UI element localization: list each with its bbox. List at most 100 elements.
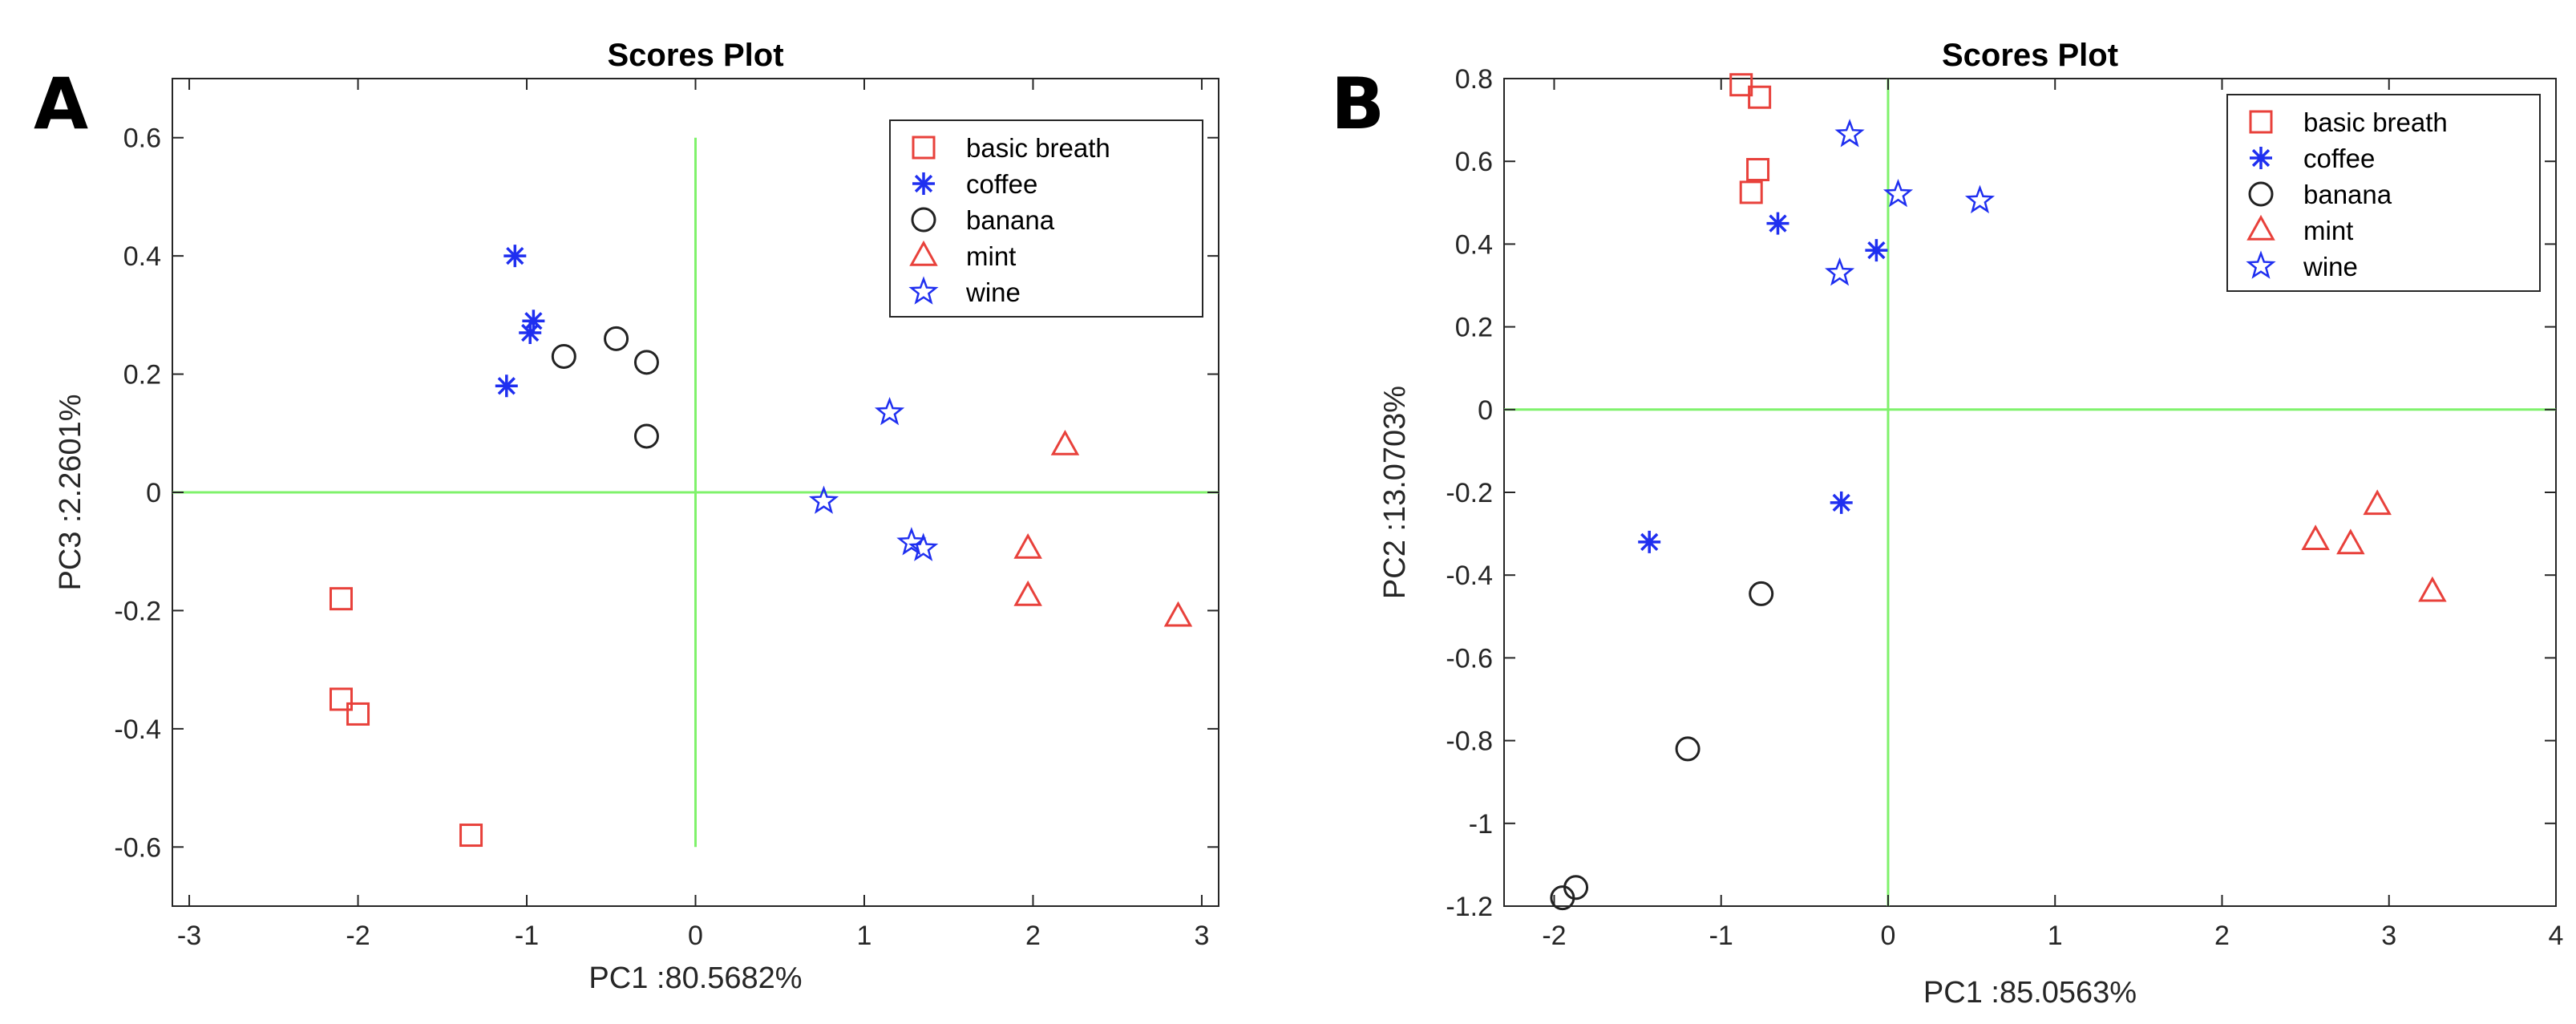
y-tick-label: 0 [1478, 395, 1493, 426]
x-tick-label: -1 [515, 921, 539, 951]
series-coffee [495, 245, 545, 398]
data-point [1865, 239, 1888, 262]
data-point [329, 687, 353, 711]
y-tick-label: 0.6 [123, 123, 161, 154]
data-point [1882, 178, 1914, 208]
legend-label: coffee [2303, 144, 2375, 173]
chart-title: Scores Plot [1942, 38, 2118, 73]
series-basic-breath [329, 587, 483, 848]
series-banana [551, 326, 659, 449]
legend-marker [2250, 147, 2272, 169]
data-point [1013, 532, 1042, 559]
y-tick-label: -0.6 [114, 832, 161, 863]
y-axis-label: PC3 :2.2601% [54, 394, 87, 590]
data-point [519, 322, 542, 344]
series-mint [2301, 489, 2447, 602]
x-axis-label: PC1 :80.5682% [588, 961, 802, 995]
data-point [1739, 180, 1763, 204]
y-tick-label: -1.2 [1446, 892, 1493, 922]
data-point [1729, 73, 1753, 97]
data-point [1013, 580, 1042, 606]
y-axis-label: PC2 :13.0703% [1378, 386, 1412, 599]
legend-label: mint [2303, 216, 2353, 245]
scores-plot-panel-b: B Scores Plot -2 -1 0 1 2 3 4 -1.2 -1 -0.8 -0.6 -0.4 -… [1331, 38, 2563, 1010]
data-point [2301, 524, 2330, 551]
data-point [1834, 119, 1865, 148]
data-point [908, 532, 939, 561]
y-tick-label: -1 [1469, 809, 1493, 840]
data-point [874, 396, 905, 426]
data-point [1563, 875, 1589, 901]
legend-marker [911, 207, 936, 233]
data-point [604, 326, 629, 351]
legend-marker [2248, 181, 2274, 207]
legend-label: coffee [966, 169, 1037, 199]
series-coffee [1638, 212, 1888, 553]
data-point [329, 587, 353, 611]
data-point [1748, 85, 1772, 109]
data-point [896, 527, 927, 556]
x-tick-label: -2 [1542, 921, 1566, 951]
legend: basic breath coffee banana mint wine [889, 119, 1203, 318]
x-tick-label: 0 [688, 921, 703, 951]
chart-title: Scores Plot [607, 38, 783, 73]
series-wine [808, 396, 939, 561]
y-tick-label: 0.2 [123, 360, 161, 391]
y-tick-label: -0.4 [114, 714, 161, 745]
x-tick-label: -3 [177, 921, 201, 951]
x-tick-label: 2 [1025, 921, 1041, 951]
legend: basic breath coffee banana mint wine [2226, 94, 2541, 292]
y-tick-label: 0 [146, 478, 161, 508]
legend-box [2226, 94, 2541, 292]
data-point [1964, 184, 1996, 214]
legend-label: mint [966, 241, 1016, 271]
legend-marker [2249, 110, 2273, 134]
x-tick-label: 1 [857, 921, 872, 951]
legend-label: banana [966, 205, 1055, 235]
panel-label: B [1331, 63, 1385, 145]
data-point [1638, 530, 1661, 553]
series-basic-breath [1729, 73, 1772, 204]
legend-marker [2246, 214, 2275, 241]
data-point [522, 310, 545, 333]
panel-label: A [34, 63, 88, 145]
legend-label: wine [2303, 252, 2358, 281]
series-wine [1825, 119, 1996, 286]
data-point [503, 245, 527, 268]
x-tick-label: 3 [1194, 921, 1209, 951]
data-point [2336, 528, 2365, 555]
y-tick-label: -0.4 [1446, 561, 1493, 591]
legend-marker [912, 172, 935, 195]
data-point [633, 350, 659, 375]
y-tick-label: -0.8 [1446, 727, 1493, 757]
legend-box [889, 119, 1203, 318]
legend-marker [2246, 250, 2276, 279]
x-tick-label: 3 [2381, 921, 2396, 951]
x-tick-label: 1 [2048, 921, 2063, 951]
data-point [1163, 601, 1193, 627]
data-point [1749, 581, 1774, 606]
x-tick-label: -1 [1709, 921, 1733, 951]
data-point [1825, 257, 1855, 286]
data-point [1675, 736, 1700, 762]
legend-label: basic breath [966, 133, 1110, 163]
data-point [459, 824, 483, 848]
data-point [346, 702, 370, 726]
data-point [1766, 212, 1789, 235]
x-axis-label: PC1 :85.0563% [1923, 976, 2137, 1010]
data-point [1746, 158, 1770, 182]
legend-marker [909, 240, 938, 266]
data-point [1050, 429, 1080, 455]
legend-label: wine [965, 277, 1021, 307]
series-banana [1550, 581, 1774, 911]
data-point [808, 485, 839, 514]
x-tick-label: 2 [2214, 921, 2230, 951]
legend-marker [908, 276, 939, 305]
data-point [2363, 489, 2392, 516]
x-tick-label: 0 [1881, 921, 1896, 951]
scores-plot-panel-a: A Scores Plot -3 -2 -1 0 1 2 3 -0.6 -0.4 -0.2 0 0.2 0.… [34, 38, 1219, 995]
data-point [495, 374, 518, 398]
y-tick-label: -0.2 [114, 596, 161, 626]
x-tick-label: 4 [2549, 921, 2564, 951]
